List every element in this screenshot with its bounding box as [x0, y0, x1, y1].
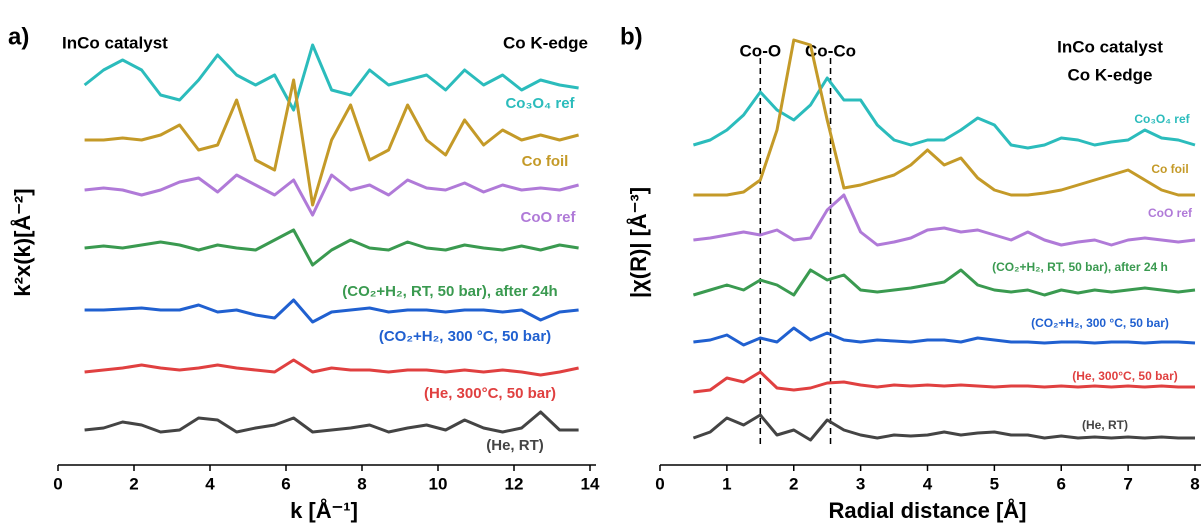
spectrum-line: [84, 78, 579, 207]
x-tick-label: 14: [581, 474, 600, 493]
x-tick-label: 4: [205, 474, 215, 493]
x-tick-label: 6: [1057, 474, 1066, 493]
x-tick-label: 1: [722, 474, 731, 493]
spectrum-line: [84, 228, 579, 267]
x-tick-label: 6: [281, 474, 290, 493]
x-tick-label: 12: [505, 474, 524, 493]
spectrum-line: [692, 76, 1196, 150]
spectrum-line: [693, 38, 1195, 197]
y-axis-title: k²x(k)[Å⁻²]: [9, 188, 35, 296]
series-label: (He, RT): [1082, 418, 1128, 432]
series-label: CoO ref: [520, 209, 576, 226]
series-label: (CO₂+H₂, 300 °C, 50 bar): [1031, 316, 1169, 330]
series-label: (CO₂+H₂, RT, 50 bar), after 24h: [342, 283, 557, 300]
x-tick-label: 10: [429, 474, 448, 493]
x-tick-label: 5: [990, 474, 999, 493]
series-label: CoO ref: [1148, 206, 1193, 220]
x-tick-label: 2: [789, 474, 798, 493]
x-tick-label: 8: [357, 474, 366, 493]
panel-label: a): [8, 23, 29, 50]
x-axis-title: Radial distance [Å]: [828, 497, 1026, 523]
x-tick-label: 8: [1190, 474, 1199, 493]
spectrum-line: [84, 410, 579, 434]
x-tick-label: 2: [129, 474, 138, 493]
series-label: (CO₂+H₂, 300 °C, 50 bar): [379, 328, 551, 345]
spectrum-line: [83, 43, 579, 112]
x-tick-label: 3: [856, 474, 865, 493]
series-label: Co foil: [1151, 162, 1188, 176]
series-label: (He, 300°C, 50 bar): [424, 385, 556, 402]
spectrum-line: [693, 326, 1196, 347]
x-tick-label: 4: [923, 474, 933, 493]
series-label: Co foil: [522, 153, 569, 170]
annotation: Co-O: [740, 41, 782, 60]
spectrum-line: [693, 193, 1196, 247]
series-label: Co₃O₄ ref: [505, 95, 575, 112]
series-label: (He, 300°C, 50 bar): [1072, 369, 1178, 383]
panel-text: Co K-edge: [1068, 65, 1153, 84]
spectrum-line: [84, 173, 579, 217]
spectrum-line: [692, 268, 1196, 297]
x-axis-title: k [Å⁻¹]: [290, 497, 358, 523]
series-label: (He, RT): [486, 437, 544, 454]
x-tick-label: 0: [655, 474, 664, 493]
spectrum-line: [693, 370, 1195, 394]
series-label: (CO₂+H₂, RT, 50 bar), after 24 h: [992, 260, 1168, 274]
y-axis-title: |χ(R)| [Å⁻³]: [625, 187, 651, 298]
panel-text: InCo catalyst: [62, 33, 168, 52]
spectrum-line: [84, 298, 579, 324]
x-tick-label: 0: [53, 474, 62, 493]
spectrum-line: [84, 358, 579, 377]
series-label: Co₃O₄ ref: [1134, 112, 1190, 126]
panel-text: Co K-edge: [503, 33, 588, 52]
panel-text: InCo catalyst: [1057, 37, 1163, 56]
x-tick-label: 7: [1123, 474, 1132, 493]
annotation: Co-Co: [805, 41, 856, 60]
spectrum-line: [692, 413, 1195, 442]
panel-label: b): [620, 23, 643, 50]
